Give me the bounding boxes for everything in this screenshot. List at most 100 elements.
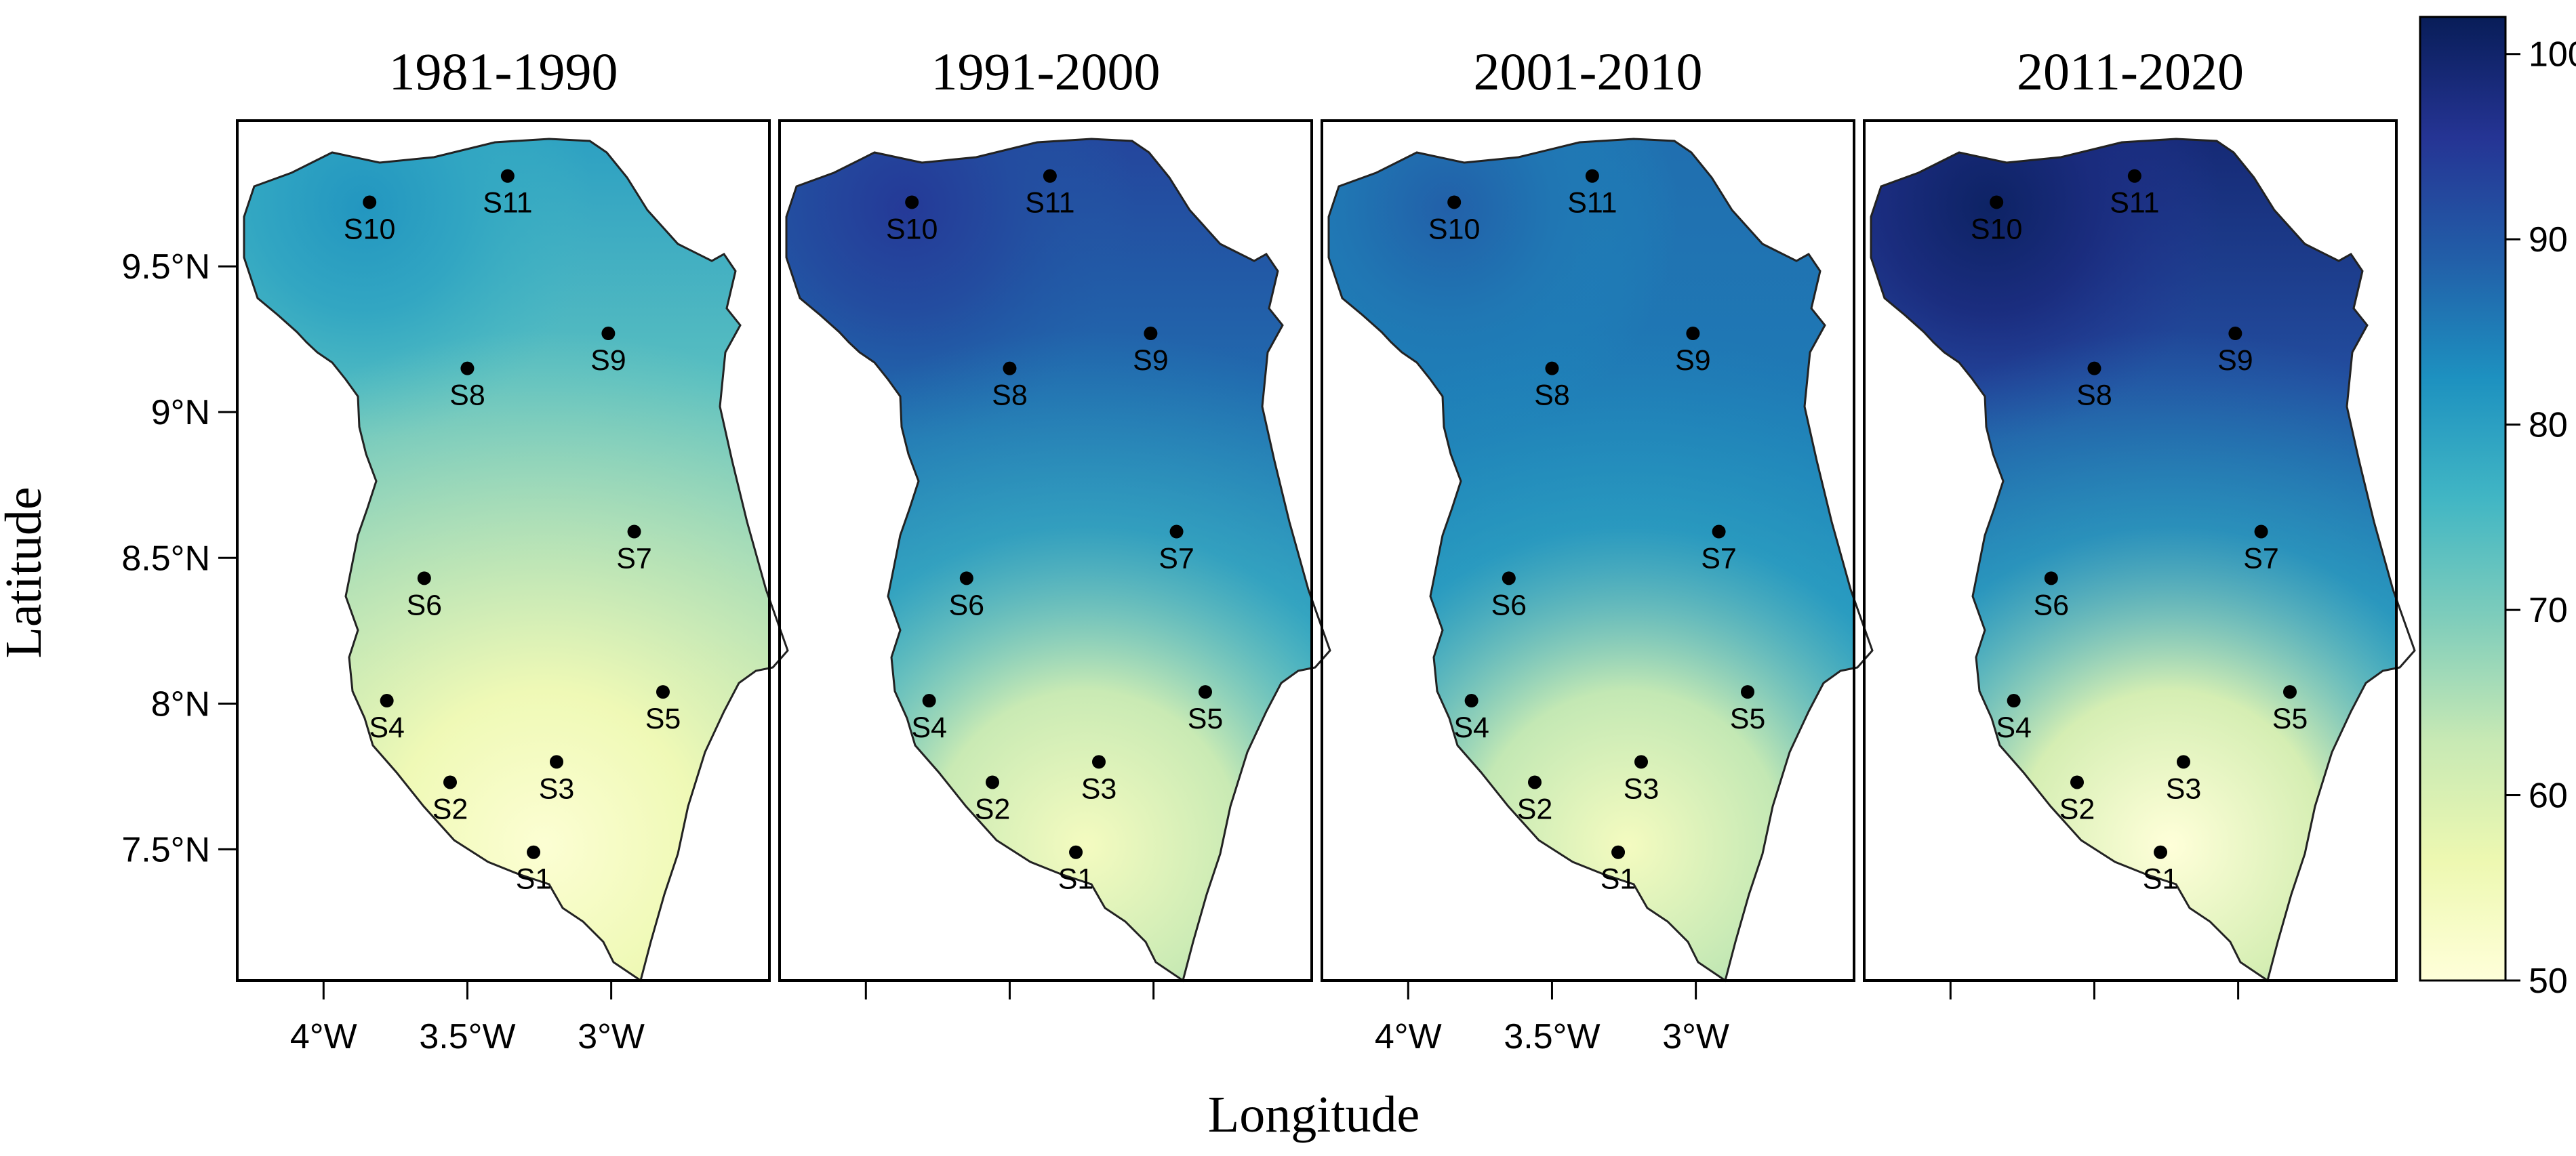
station-label: S11 bbox=[1567, 187, 1617, 220]
station-marker bbox=[1092, 755, 1106, 769]
x-tick-label: 3.5°W bbox=[419, 1017, 515, 1056]
x-tick-label: 4°W bbox=[1375, 1017, 1442, 1056]
station-label: S4 bbox=[1996, 711, 2032, 744]
panel-title: 2011-2020 bbox=[2017, 42, 2244, 101]
region-boundary bbox=[1327, 138, 1874, 983]
station-marker bbox=[2087, 361, 2101, 375]
station-marker bbox=[550, 755, 563, 769]
panel-frame bbox=[1863, 119, 2398, 982]
station-marker bbox=[2283, 685, 2297, 699]
station-label: S5 bbox=[2272, 703, 2308, 735]
station-marker bbox=[1528, 775, 1542, 789]
station-label: S7 bbox=[2243, 543, 2279, 575]
station-label: S1 bbox=[1058, 863, 1094, 896]
y-tick-label: 8°N bbox=[151, 684, 210, 724]
x-tick-label: 4°W bbox=[290, 1017, 357, 1056]
map-panel-3: 2001-2010 4°W 3.5°W 3°W S1 S2 S3 S4 S5 S6 S7 S8 S9 S1… bbox=[1321, 42, 1874, 1056]
y-tick-label: 9.5°N bbox=[121, 247, 210, 287]
station-label: S6 bbox=[407, 589, 443, 621]
station-label: S2 bbox=[1517, 793, 1553, 825]
station-marker bbox=[1447, 195, 1462, 209]
station-marker bbox=[1144, 327, 1158, 341]
region-boundary bbox=[1870, 138, 2416, 983]
station-label: S2 bbox=[432, 793, 468, 825]
station-label: S7 bbox=[1701, 543, 1737, 575]
colorbar: 100 90 80 70 60 50 bbox=[2419, 16, 2576, 1001]
x-tick-label: 3°W bbox=[1662, 1017, 1729, 1056]
station-marker bbox=[922, 694, 936, 708]
station-label: S8 bbox=[1534, 379, 1570, 412]
station-marker bbox=[1585, 169, 1599, 183]
station-marker bbox=[443, 775, 457, 789]
map-panel-4: 2011-2020 S1 S2 S3 S4 S5 S6 S7 S8 S9 S10 S11 bbox=[1863, 42, 2416, 999]
y-axis-title: Latitude bbox=[0, 487, 52, 658]
colorbar-tick-label: 60 bbox=[2529, 777, 2568, 816]
map-panels: 1981-1990 4°W 3.5°W 3°W 9.5°N 9°N 8.5°N 8°N 7.5°… bbox=[121, 42, 2416, 1056]
station-label: S10 bbox=[1971, 213, 2023, 245]
station-marker bbox=[380, 694, 394, 708]
panel-title: 1991-2000 bbox=[931, 42, 1161, 101]
colorbar-ticks: 100 90 80 70 60 50 bbox=[2505, 35, 2576, 1001]
station-label: S6 bbox=[1491, 589, 1527, 621]
panel-frame bbox=[1321, 119, 1855, 982]
station-label: S2 bbox=[2059, 793, 2095, 825]
station-label: S5 bbox=[645, 703, 681, 735]
station-label: S5 bbox=[1188, 703, 1224, 735]
y-tick-label: 9°N bbox=[151, 393, 210, 432]
panel-frame bbox=[778, 119, 1313, 982]
colorbar-ramp bbox=[2419, 16, 2507, 982]
region-boundary bbox=[243, 138, 789, 983]
station-label: S10 bbox=[344, 213, 396, 245]
x-tick-label: 3.5°W bbox=[1504, 1017, 1600, 1056]
station-label: S9 bbox=[2217, 344, 2253, 377]
station-marker bbox=[627, 524, 641, 539]
station-label: S3 bbox=[2166, 772, 2202, 805]
station-label: S7 bbox=[1159, 543, 1194, 575]
map-panel-1: 1981-1990 4°W 3.5°W 3°W 9.5°N 9°N 8.5°N 8°N 7.5°… bbox=[121, 42, 789, 1056]
station-marker bbox=[1003, 361, 1017, 375]
station-marker bbox=[417, 571, 431, 585]
station-label: S11 bbox=[483, 187, 532, 220]
panel-title: 1981-1990 bbox=[389, 42, 618, 101]
station-marker bbox=[1043, 169, 1057, 183]
station-label: S9 bbox=[1675, 344, 1711, 377]
station-marker bbox=[905, 195, 919, 209]
station-label: S7 bbox=[616, 543, 652, 575]
colorbar-tick-label: 70 bbox=[2529, 591, 2568, 630]
station-label: S8 bbox=[992, 379, 1028, 412]
panel-frame bbox=[236, 119, 771, 982]
station-label: S11 bbox=[2110, 187, 2159, 220]
colorbar-tick-label: 90 bbox=[2529, 220, 2568, 260]
station-marker bbox=[1712, 524, 1726, 539]
station-label: S4 bbox=[369, 711, 405, 744]
station-label: S4 bbox=[1453, 711, 1489, 744]
station-marker bbox=[1634, 755, 1648, 769]
station-label: S3 bbox=[1081, 772, 1117, 805]
station-marker bbox=[1199, 685, 1212, 699]
station-label: S8 bbox=[449, 379, 485, 412]
station-label: S2 bbox=[975, 793, 1011, 825]
station-label: S11 bbox=[1025, 187, 1074, 220]
panel-title: 2001-2010 bbox=[1474, 42, 1703, 101]
station-label: S1 bbox=[2143, 863, 2179, 896]
station-label: S1 bbox=[1601, 863, 1636, 896]
station-marker bbox=[1502, 571, 1516, 585]
station-marker bbox=[1545, 361, 1559, 375]
station-label: S10 bbox=[886, 213, 938, 245]
station-marker bbox=[2127, 169, 2141, 183]
station-label: S5 bbox=[1730, 703, 1766, 735]
station-label: S8 bbox=[2076, 379, 2112, 412]
x-tick-label: 3°W bbox=[578, 1017, 645, 1056]
station-marker bbox=[1611, 845, 1626, 859]
station-label: S3 bbox=[539, 772, 575, 805]
station-label: S9 bbox=[1133, 344, 1169, 377]
station-marker bbox=[656, 685, 670, 699]
station-marker bbox=[959, 571, 973, 585]
interpolated-surface bbox=[244, 139, 769, 980]
station-marker bbox=[601, 327, 616, 341]
station-label: S6 bbox=[949, 589, 985, 621]
colorbar-tick-label: 50 bbox=[2529, 962, 2568, 1001]
station-marker bbox=[2044, 571, 2058, 585]
station-marker bbox=[1686, 327, 1700, 341]
